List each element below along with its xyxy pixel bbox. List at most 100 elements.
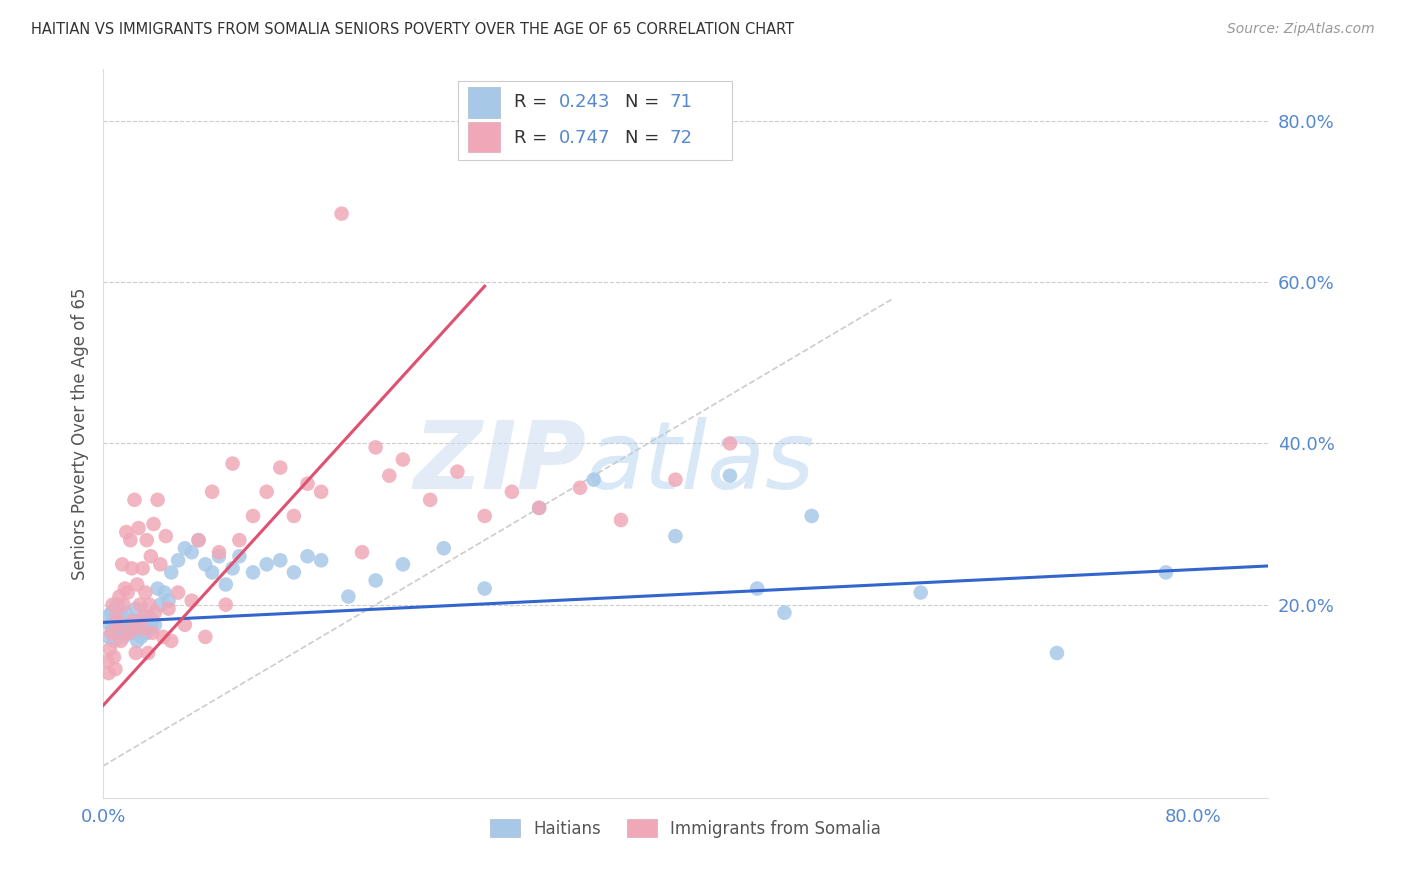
Point [117, 625, 139, 640]
Point [135, 625, 157, 640]
Point [1046, 646, 1069, 660]
Point [910, 585, 932, 599]
Point [131, 561, 153, 575]
Point [103, 650, 125, 665]
Text: R =: R = [515, 128, 554, 147]
FancyBboxPatch shape [468, 122, 501, 153]
Point [132, 609, 155, 624]
Point [139, 622, 162, 636]
Point [242, 566, 264, 580]
Text: atlas: atlas [586, 417, 815, 508]
Point [141, 614, 163, 628]
Point [527, 500, 550, 515]
Point [664, 473, 686, 487]
Point [215, 577, 238, 591]
Point [118, 622, 141, 636]
Point [610, 513, 633, 527]
Point [149, 558, 172, 572]
Text: HAITIAN VS IMMIGRANTS FROM SOMALIA SENIORS POVERTY OVER THE AGE OF 65 CORRELATIO: HAITIAN VS IMMIGRANTS FROM SOMALIA SENIO… [31, 22, 794, 37]
Point [149, 598, 172, 612]
Point [111, 558, 134, 572]
Point [138, 609, 160, 624]
Point [104, 614, 127, 628]
Point [105, 609, 128, 624]
Text: 72: 72 [669, 128, 692, 147]
Point [501, 484, 523, 499]
Point [337, 590, 360, 604]
Point [350, 545, 373, 559]
Point [718, 468, 741, 483]
Point [129, 614, 152, 628]
Point [136, 646, 159, 660]
Point [155, 529, 177, 543]
Point [167, 585, 190, 599]
Point [392, 452, 415, 467]
Point [108, 590, 131, 604]
Point [143, 606, 166, 620]
Point [433, 541, 456, 556]
Point [664, 529, 686, 543]
Point [117, 585, 139, 599]
Point [134, 622, 156, 636]
Point [173, 617, 195, 632]
Text: 0.243: 0.243 [558, 93, 610, 112]
Point [474, 582, 496, 596]
Point [100, 625, 122, 640]
Point [330, 207, 353, 221]
Point [125, 601, 148, 615]
Text: R =: R = [515, 93, 554, 112]
Point [152, 630, 174, 644]
Point [173, 541, 195, 556]
Point [101, 598, 124, 612]
Text: N =: N = [626, 93, 665, 112]
Point [446, 465, 468, 479]
Point [157, 593, 180, 607]
Point [101, 622, 124, 636]
Point [120, 617, 142, 632]
Point [221, 457, 243, 471]
Point [128, 622, 150, 636]
Point [98, 617, 121, 632]
Point [115, 606, 138, 620]
Y-axis label: Seniors Poverty Over the Age of 65: Seniors Poverty Over the Age of 65 [72, 287, 89, 580]
Point [127, 634, 149, 648]
Point [180, 593, 202, 607]
Point [194, 630, 217, 644]
Point [104, 662, 127, 676]
Point [201, 484, 224, 499]
Point [107, 617, 129, 632]
Point [269, 553, 291, 567]
Point [747, 582, 769, 596]
Text: ZIP: ZIP [413, 417, 586, 508]
Point [124, 492, 146, 507]
Point [111, 609, 134, 624]
Point [114, 582, 136, 596]
Point [167, 553, 190, 567]
Point [242, 508, 264, 523]
Point [108, 625, 131, 640]
Point [718, 436, 741, 450]
Point [131, 617, 153, 632]
Point [110, 617, 132, 632]
Point [569, 481, 592, 495]
Point [97, 630, 120, 644]
Point [138, 598, 160, 612]
Point [103, 634, 125, 648]
Point [153, 585, 176, 599]
Point [157, 601, 180, 615]
Point [160, 566, 183, 580]
Point [215, 598, 238, 612]
Text: Source: ZipAtlas.com: Source: ZipAtlas.com [1227, 22, 1375, 37]
Point [121, 561, 143, 575]
Point [139, 549, 162, 564]
Point [283, 508, 305, 523]
Point [582, 473, 605, 487]
Point [419, 492, 441, 507]
Point [122, 614, 145, 628]
Point [283, 566, 305, 580]
Point [125, 646, 148, 660]
Point [297, 476, 319, 491]
Point [187, 533, 209, 548]
Point [180, 545, 202, 559]
Point [256, 558, 278, 572]
